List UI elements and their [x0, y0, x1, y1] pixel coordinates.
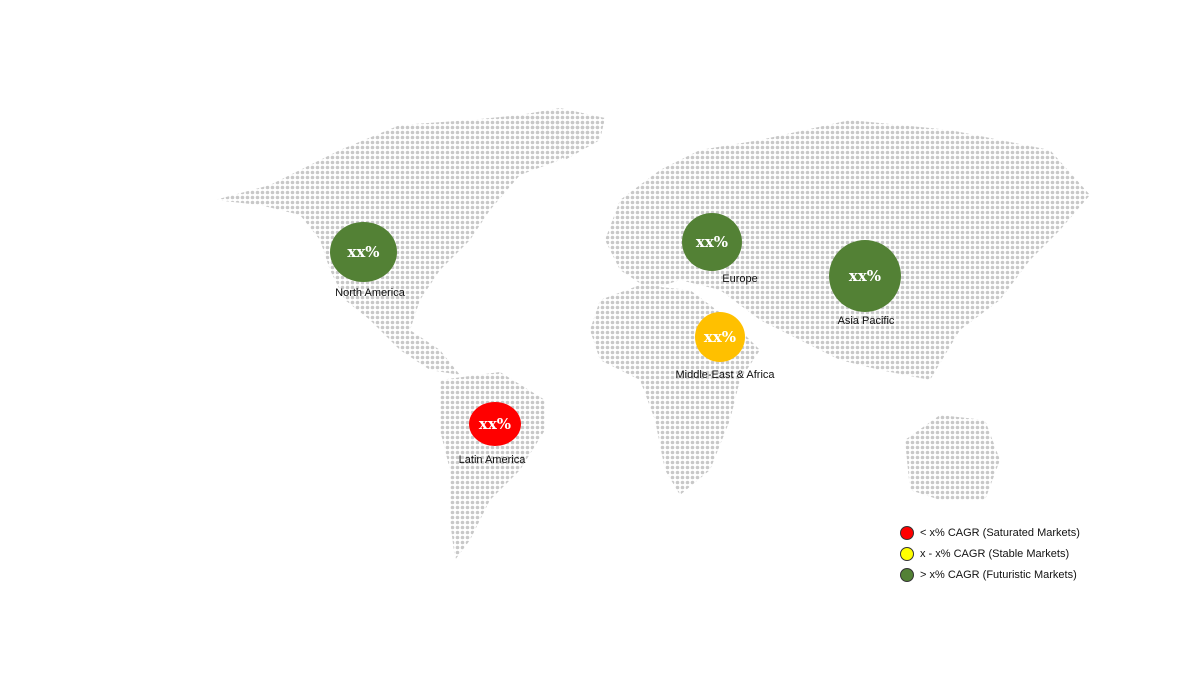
latin-america-label: Latin America: [458, 454, 526, 466]
europe-bubble: xx%: [682, 213, 742, 271]
europe-label: Europe: [722, 273, 758, 285]
asia-pacific-label: Asia Pacific: [837, 315, 895, 327]
red-dot-icon: [900, 525, 914, 540]
legend-label: < x% CAGR (Saturated Markets): [920, 526, 1080, 539]
australia-landmass: [905, 415, 1000, 500]
legend-item-stable: x - x% CAGR (Stable Markets): [900, 543, 1080, 564]
asia-pacific-bubble: xx%: [829, 240, 901, 312]
legend-item-saturated: < x% CAGR (Saturated Markets): [900, 522, 1080, 543]
green-dot-icon: [900, 567, 914, 582]
north-america-label: North America: [335, 287, 405, 299]
legend-label: > x% CAGR (Futuristic Markets): [920, 568, 1077, 581]
yellow-dot-icon: [900, 546, 914, 561]
north-america-landmass: [215, 115, 600, 375]
legend-item-futuristic: > x% CAGR (Futuristic Markets): [900, 564, 1080, 585]
legend-label: x - x% CAGR (Stable Markets): [920, 547, 1070, 560]
latin-america-bubble: xx%: [469, 402, 521, 446]
north-america-bubble: xx%: [330, 222, 397, 282]
legend: < x% CAGR (Saturated Markets) x - x% CAG…: [900, 522, 1080, 585]
greenland-landmass: [520, 108, 605, 160]
middle-east-africa-label: Middle-East & Africa: [675, 369, 775, 381]
south-america-landmass: [440, 372, 545, 560]
middle-east-africa-bubble: xx%: [695, 312, 745, 362]
